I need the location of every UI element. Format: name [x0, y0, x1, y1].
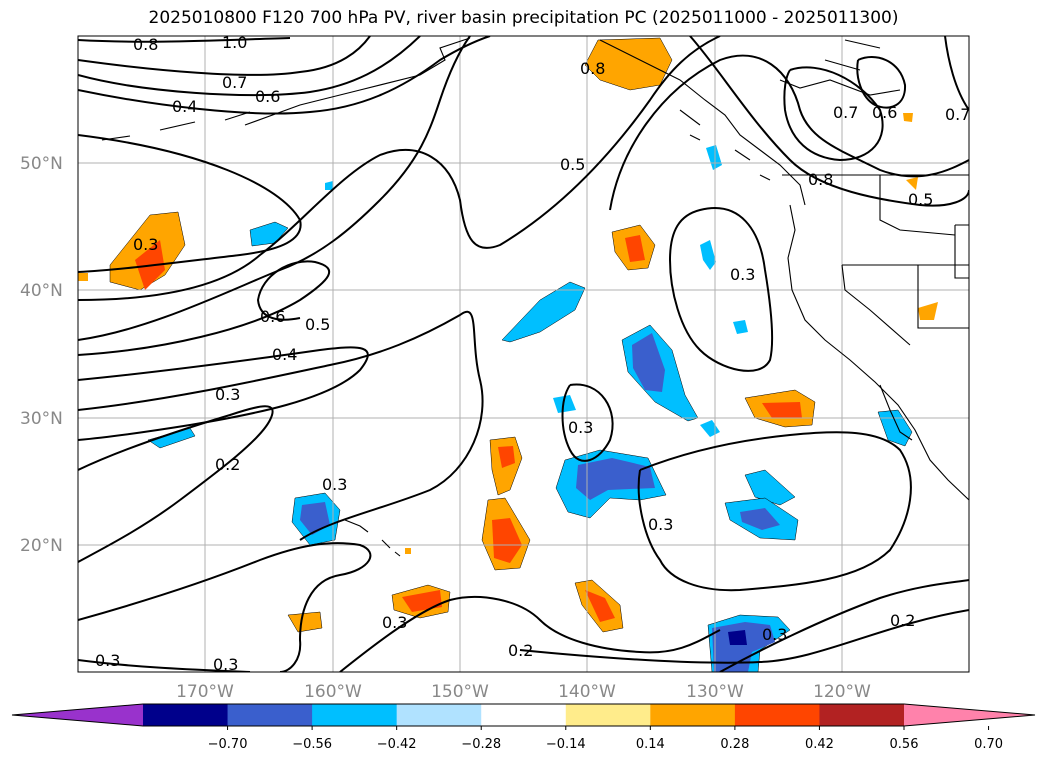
- colorbar-box: [227, 704, 313, 726]
- colorbar-tick-label: 0.14: [636, 737, 665, 752]
- colorbar-outline: [11, 703, 1036, 727]
- contour-label: 0.4: [172, 97, 197, 116]
- contour-label: 0.3: [648, 515, 673, 534]
- contour-label: 1.0: [222, 33, 247, 52]
- contour-label: 0.8: [808, 170, 833, 189]
- colorbar-box: [143, 704, 229, 726]
- contour-labels: 0.8 1.0 0.7 0.6 0.4 0.5 0.3 0.6 0.5 0.4 …: [95, 33, 970, 674]
- colorbar-tick-label: −0.70: [208, 737, 248, 752]
- lon-label: 160°W: [304, 682, 362, 702]
- lon-label: 120°W: [813, 682, 871, 702]
- colorbar-tick-label: 0.70: [974, 737, 1003, 752]
- colorbar-extend-high: [904, 704, 1035, 726]
- lat-label: 20°N: [20, 536, 63, 556]
- contour-label: 0.3: [213, 655, 238, 674]
- plot-frame: [77, 35, 970, 673]
- contour-label: 0.3: [215, 385, 240, 404]
- contour-label: 0.5: [305, 315, 330, 334]
- contour-label: 0.3: [382, 613, 407, 632]
- lat-label: 50°N: [20, 154, 63, 174]
- colorbar-box: [819, 704, 905, 726]
- plot-area: [78, 36, 969, 672]
- lat-label: 30°N: [20, 409, 63, 429]
- colorbar-tick-label: −0.56: [292, 737, 332, 752]
- colorbar-box: [734, 704, 820, 726]
- pv-contours: [78, 36, 969, 672]
- contour-label: 0.8: [580, 59, 605, 78]
- map-title: 2025010800 F120 700 hPa PV, river basin …: [148, 8, 899, 28]
- colorbar-box: [312, 704, 398, 726]
- lat-label: 40°N: [20, 281, 63, 301]
- contour-label: 0.6: [255, 87, 280, 106]
- contour-label: 0.5: [908, 190, 933, 209]
- longitude-labels: 170°W 160°W 150°W 140°W 130°W 120°W: [176, 682, 871, 702]
- contour-label: 0.8: [133, 35, 158, 54]
- lon-label: 130°W: [686, 682, 744, 702]
- contour-label: 0.3: [568, 418, 593, 437]
- latitude-labels: 50°N 40°N 30°N 20°N: [20, 154, 63, 556]
- contour-label: 0.2: [890, 611, 915, 630]
- contour-label: 0.3: [133, 235, 158, 254]
- colorbar-box: [650, 704, 736, 726]
- contour-label: 0.3: [730, 265, 755, 284]
- contour-label: 0.4: [272, 345, 297, 364]
- contour-label: 0.7: [222, 73, 247, 92]
- colorbar-tick-label: 0.42: [805, 737, 834, 752]
- coastlines: [101, 37, 969, 557]
- precip-shading: [78, 37, 938, 672]
- colorbar-tick-label: 0.56: [890, 737, 919, 752]
- contour-label: 0.3: [762, 625, 787, 644]
- colorbar-tick-label: −0.14: [546, 737, 586, 752]
- colorbar-box: [481, 704, 567, 726]
- colorbar-extend-low: [12, 704, 143, 726]
- contour-label: 0.3: [322, 475, 347, 494]
- contour-label: 0.2: [508, 641, 533, 660]
- colorbar-tick-label: −0.28: [461, 737, 501, 752]
- contour-label: 0.5: [560, 155, 585, 174]
- lon-label: 170°W: [176, 682, 234, 702]
- contour-label: 0.6: [260, 307, 285, 326]
- lon-label: 150°W: [431, 682, 489, 702]
- colorbar-box: [396, 704, 482, 726]
- contour-label: 0.7: [833, 103, 858, 122]
- contour-label: 0.6: [872, 103, 897, 122]
- lon-label: 140°W: [558, 682, 616, 702]
- contour-label: 0.2: [215, 455, 240, 474]
- contour-label: 0.3: [95, 651, 120, 670]
- colorbar-tick-label: 0.28: [720, 737, 749, 752]
- colorbar: −0.70 −0.56 −0.42 −0.28 −0.14 0.14 0.28 0.42 0.5…: [11, 703, 1036, 752]
- colorbar-tick-label: −0.42: [377, 737, 417, 752]
- colorbar-box: [565, 704, 651, 726]
- contour-label: 0.7: [945, 105, 970, 124]
